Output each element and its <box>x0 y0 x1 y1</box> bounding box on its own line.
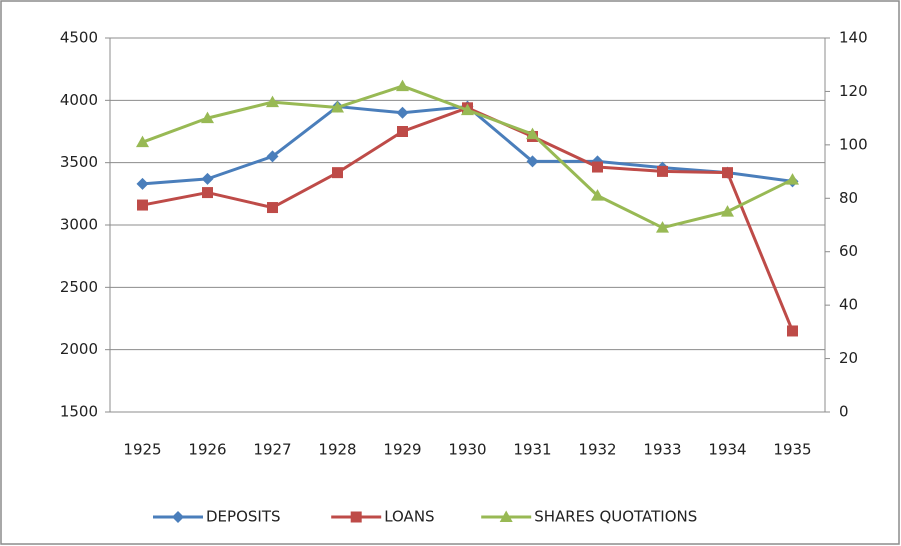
marker <box>461 103 474 116</box>
y-tick-label: 3000 <box>60 216 98 234</box>
y2-tick-label: 0 <box>839 403 849 421</box>
x-tick-label: 1927 <box>253 441 291 459</box>
legend-label: LOANS <box>384 508 434 526</box>
x-tick-label: 1926 <box>188 441 226 459</box>
marker <box>267 202 278 214</box>
x-tick-label: 1933 <box>643 441 681 459</box>
x-tick-label: 1935 <box>773 441 811 459</box>
legend-label: SHARES QUOTATIONS <box>534 508 697 526</box>
marker <box>786 173 799 185</box>
marker <box>526 155 539 168</box>
y-tick-label: 2000 <box>60 340 98 358</box>
marker <box>332 167 343 179</box>
marker <box>201 172 214 185</box>
x-tick-label: 1930 <box>448 441 486 459</box>
x-tick-label: 1928 <box>318 441 356 459</box>
marker <box>397 126 408 137</box>
marker <box>591 189 604 201</box>
marker <box>592 161 603 173</box>
marker <box>396 79 409 92</box>
marker <box>526 127 539 140</box>
x-tick-label: 1929 <box>383 441 421 459</box>
legend-marker <box>350 511 362 523</box>
y-tick-label: 2500 <box>60 278 98 296</box>
marker <box>787 325 798 337</box>
marker <box>396 106 409 119</box>
marker <box>201 111 214 124</box>
marker <box>136 177 149 190</box>
marker <box>137 199 148 211</box>
legend-marker <box>172 511 184 523</box>
marker <box>202 187 213 199</box>
y-tick-label: 4500 <box>60 29 98 47</box>
y-tick-label: 1500 <box>60 403 98 421</box>
y2-tick-label: 140 <box>839 29 868 47</box>
legend-label: DEPOSITS <box>206 508 281 526</box>
x-tick-label: 1934 <box>708 441 746 459</box>
x-tick-label: 1925 <box>123 441 161 459</box>
legend-marker <box>499 510 513 522</box>
y-tick-label: 3500 <box>60 153 98 171</box>
y-tick-label: 4000 <box>60 91 98 109</box>
marker <box>657 165 668 177</box>
marker <box>656 221 669 233</box>
marker <box>722 167 733 179</box>
marker <box>331 100 344 113</box>
y2-tick-label: 20 <box>839 349 858 367</box>
y2-tick-label: 80 <box>839 189 858 207</box>
y2-tick-label: 40 <box>839 296 858 314</box>
marker <box>136 135 149 148</box>
x-tick-label: 1931 <box>513 441 551 459</box>
y2-tick-label: 60 <box>839 242 858 260</box>
y2-tick-label: 120 <box>839 82 868 100</box>
marker <box>266 95 279 108</box>
x-tick-label: 1932 <box>578 441 616 459</box>
y2-tick-label: 100 <box>839 135 868 153</box>
marker <box>721 205 734 217</box>
marker <box>266 150 279 163</box>
